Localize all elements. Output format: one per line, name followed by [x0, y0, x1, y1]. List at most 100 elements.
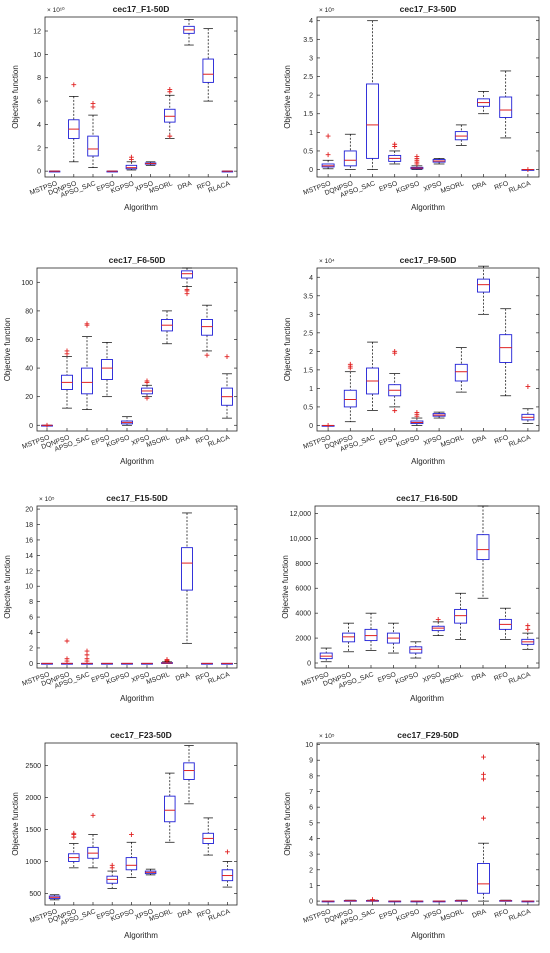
panel-cec17_F9-50D: cec17_F9-50D × 10⁴ 0 0.5 1 1.5 2 2.5 3 3.5 4 Object… — [283, 255, 540, 466]
box-EPSO — [386, 622, 400, 654]
box-XPSO — [141, 662, 153, 665]
x-tick-label: RFO — [195, 671, 211, 682]
box-EPSO — [388, 900, 402, 903]
box-DQNPSO — [61, 638, 73, 665]
iqr-box — [125, 164, 138, 170]
outlier-marker — [129, 157, 134, 162]
y-tick-label: 1000 — [25, 859, 41, 866]
y-tick-label: 2 — [309, 349, 313, 356]
y-axis-label: Objective function — [283, 792, 292, 856]
box-RFO — [202, 817, 214, 856]
iqr-box — [81, 367, 93, 395]
exponent-label: × 10⁵ — [319, 733, 335, 740]
y-tick-label: 0 — [309, 167, 313, 174]
box-DQNPSO — [343, 899, 357, 902]
box-RLACA — [221, 849, 234, 888]
x-tick-label: EPSO — [378, 908, 398, 921]
panel-title: cec17_F23-50D — [110, 730, 171, 740]
box-EPSO — [388, 141, 402, 165]
x-tick-label: KGPSO — [394, 671, 419, 686]
panel-cec17_F1-50D: cec17_F1-50D × 10¹⁰ 0 2 4 6 8 10 12 Objective fun… — [11, 4, 238, 212]
y-tick-label: 18 — [25, 522, 33, 529]
x-tick-label: RLACA — [508, 671, 532, 685]
outlier-marker — [435, 617, 441, 622]
y-axis-label: Objective function — [11, 792, 20, 856]
box-XPSO — [432, 900, 446, 903]
box-APSO_SAC — [366, 897, 379, 902]
x-axis-label: Algorithm — [411, 203, 445, 212]
iqr-box — [366, 83, 379, 159]
box-MSORL — [454, 124, 468, 146]
box-RFO — [499, 308, 513, 397]
panel-title: cec17_F6-50D — [109, 255, 166, 265]
y-tick-label: 2.5 — [303, 74, 313, 81]
box-XPSO — [144, 161, 157, 166]
outlier-marker — [44, 422, 50, 428]
panel-title: cec17_F1-50D — [113, 4, 170, 14]
y-tick-label: 60 — [25, 337, 33, 344]
box-MSORL — [161, 657, 173, 664]
y-tick-label: 1 — [309, 130, 313, 137]
y-tick-label: 2 — [29, 645, 33, 652]
iqr-box — [164, 795, 176, 823]
panel-title: cec17_F16-50D — [396, 493, 457, 503]
box-RLACA — [221, 170, 234, 173]
y-tick-label: 500 — [29, 891, 41, 898]
y-tick-label: 20 — [25, 394, 33, 401]
x-tick-label: DRA — [471, 434, 487, 446]
outlier-marker — [481, 776, 486, 782]
outlier-marker — [167, 89, 173, 95]
axes-frame — [316, 16, 540, 178]
box-MSTPSO — [41, 422, 53, 428]
y-tick-label: 6 — [29, 615, 33, 622]
y-axis-label: Objective function — [3, 318, 12, 382]
box-MSTPSO — [41, 662, 53, 665]
exponent-label: × 10⁵ — [39, 496, 55, 503]
x-tick-label: RLACA — [508, 908, 532, 922]
x-tick-label: RFO — [195, 434, 211, 445]
y-tick-label: 0 — [307, 661, 311, 668]
x-tick-label: MSORL — [440, 908, 465, 923]
box-APSO_SAC — [87, 812, 99, 869]
box-DRA — [477, 265, 490, 315]
box-MSORL — [164, 772, 176, 843]
panel-cec17_F16-50D: cec17_F16-50D 0 2000 4000 6000 8000 10,000 12,0… — [281, 493, 540, 703]
x-tick-label: DRA — [471, 671, 487, 683]
y-tick-label: 1.5 — [303, 111, 313, 118]
axes-frame — [316, 267, 540, 432]
box-APSO_SAC — [364, 612, 378, 651]
box-XPSO — [144, 868, 157, 876]
y-tick-label: 10 — [305, 742, 313, 749]
iqr-box — [477, 863, 490, 894]
y-tick-label: 80 — [25, 308, 33, 315]
x-tick-label: RFO — [493, 908, 509, 919]
outlier-marker — [84, 321, 90, 327]
y-tick-label: 2 — [309, 867, 313, 874]
box-MSORL — [161, 310, 173, 345]
iqr-box — [87, 135, 99, 157]
box-DRA — [183, 18, 195, 46]
x-tick-label: RLACA — [508, 434, 532, 448]
x-tick-label: DRA — [177, 180, 193, 192]
iqr-box — [202, 58, 214, 83]
box-DQNPSO — [68, 830, 80, 869]
axes-frame — [36, 267, 238, 432]
box-DQNPSO — [343, 133, 357, 170]
y-tick-label: 3 — [309, 852, 313, 859]
box-DQNPSO — [342, 622, 356, 653]
panel-title: cec17_F9-50D — [400, 255, 457, 265]
box-KGPSO — [125, 832, 138, 878]
outlier-marker — [164, 657, 170, 662]
box-APSO_SAC — [366, 341, 379, 411]
y-tick-label: 3.5 — [303, 293, 313, 300]
y-axis-label: Objective function — [283, 65, 292, 129]
y-tick-label: 10,000 — [290, 536, 312, 543]
x-tick-label: MSORL — [440, 434, 465, 449]
y-tick-label: 3 — [309, 55, 313, 62]
x-tick-label: RFO — [196, 908, 212, 919]
outlier-marker — [414, 154, 420, 159]
outlier-marker — [325, 423, 331, 428]
x-axis-label: Algorithm — [120, 457, 154, 466]
y-tick-label: 8 — [29, 599, 33, 606]
